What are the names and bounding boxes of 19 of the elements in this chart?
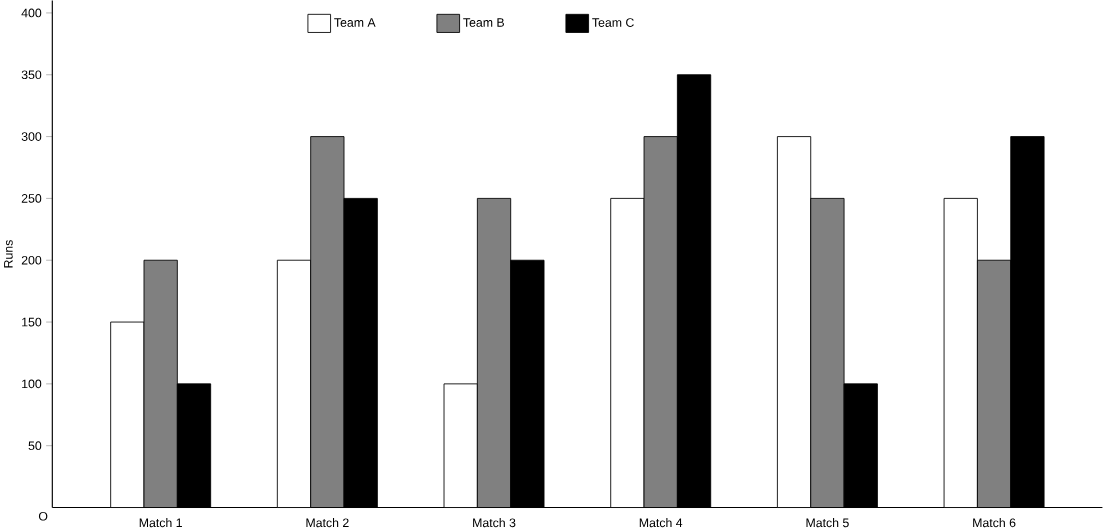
legend-label: Team B: [463, 18, 504, 27]
y-tick-label: 50: [28, 441, 42, 450]
y-axis-title: Runs: [4, 240, 13, 268]
legend-label: Team C: [592, 18, 634, 27]
y-tick-label: 400: [21, 8, 42, 18]
y-tick-label: 150: [22, 317, 42, 327]
y-tick-label: 350: [21, 70, 42, 79]
x-tick-label: Match 3: [473, 517, 516, 528]
y-tick-label: 200: [21, 255, 42, 265]
y-tick-label: 250: [21, 193, 42, 203]
x-tick-label: Match 2: [306, 517, 349, 528]
x-tick-label: Match 6: [973, 517, 1016, 528]
x-tick-label: Match 4: [639, 517, 683, 528]
y-tick-label: 100: [22, 379, 42, 389]
text: O: [38, 511, 48, 521]
legend-label: Team A: [334, 18, 376, 27]
x-tick-label: Match 5: [806, 517, 849, 528]
x-tick-label: Match 1: [139, 517, 182, 528]
y-tick-label: 300: [21, 132, 42, 141]
